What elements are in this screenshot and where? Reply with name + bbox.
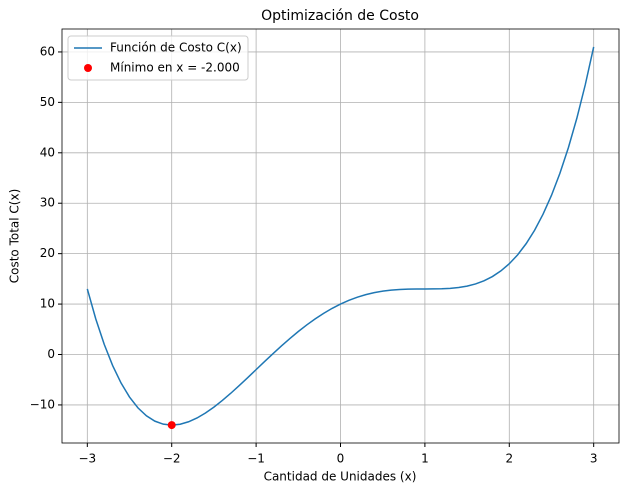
- y-tick-label: 10: [40, 297, 55, 311]
- y-tick-label: 0: [47, 347, 55, 361]
- plot-frame: [61, 28, 620, 444]
- x-tick-label: 3: [590, 452, 598, 466]
- x-tick-label: 1: [421, 452, 429, 466]
- y-tick-label: −10: [30, 397, 55, 411]
- y-tick-label: 40: [40, 145, 55, 159]
- y-tick-label: 30: [40, 196, 55, 210]
- legend-swatch: [84, 64, 92, 72]
- legend-label: Función de Costo C(x): [110, 41, 242, 55]
- x-axis-label: Cantidad de Unidades (x): [264, 470, 417, 484]
- y-tick-label: 60: [40, 44, 55, 58]
- legend-label: Mínimo en x = -2.000: [110, 61, 240, 75]
- y-tick-label: 20: [40, 246, 55, 260]
- min-point: [167, 421, 176, 430]
- y-tick-label: 50: [40, 95, 55, 109]
- legend-box: [67, 35, 249, 81]
- y-axis-label: Costo Total C(x): [8, 189, 22, 284]
- chart-title: Optimización de Costo: [261, 8, 419, 24]
- x-tick-label: −1: [247, 452, 265, 466]
- x-tick-label: 0: [337, 452, 345, 466]
- x-tick-label: 2: [505, 452, 513, 466]
- x-tick-label: −3: [78, 452, 96, 466]
- x-tick-label: −2: [163, 452, 181, 466]
